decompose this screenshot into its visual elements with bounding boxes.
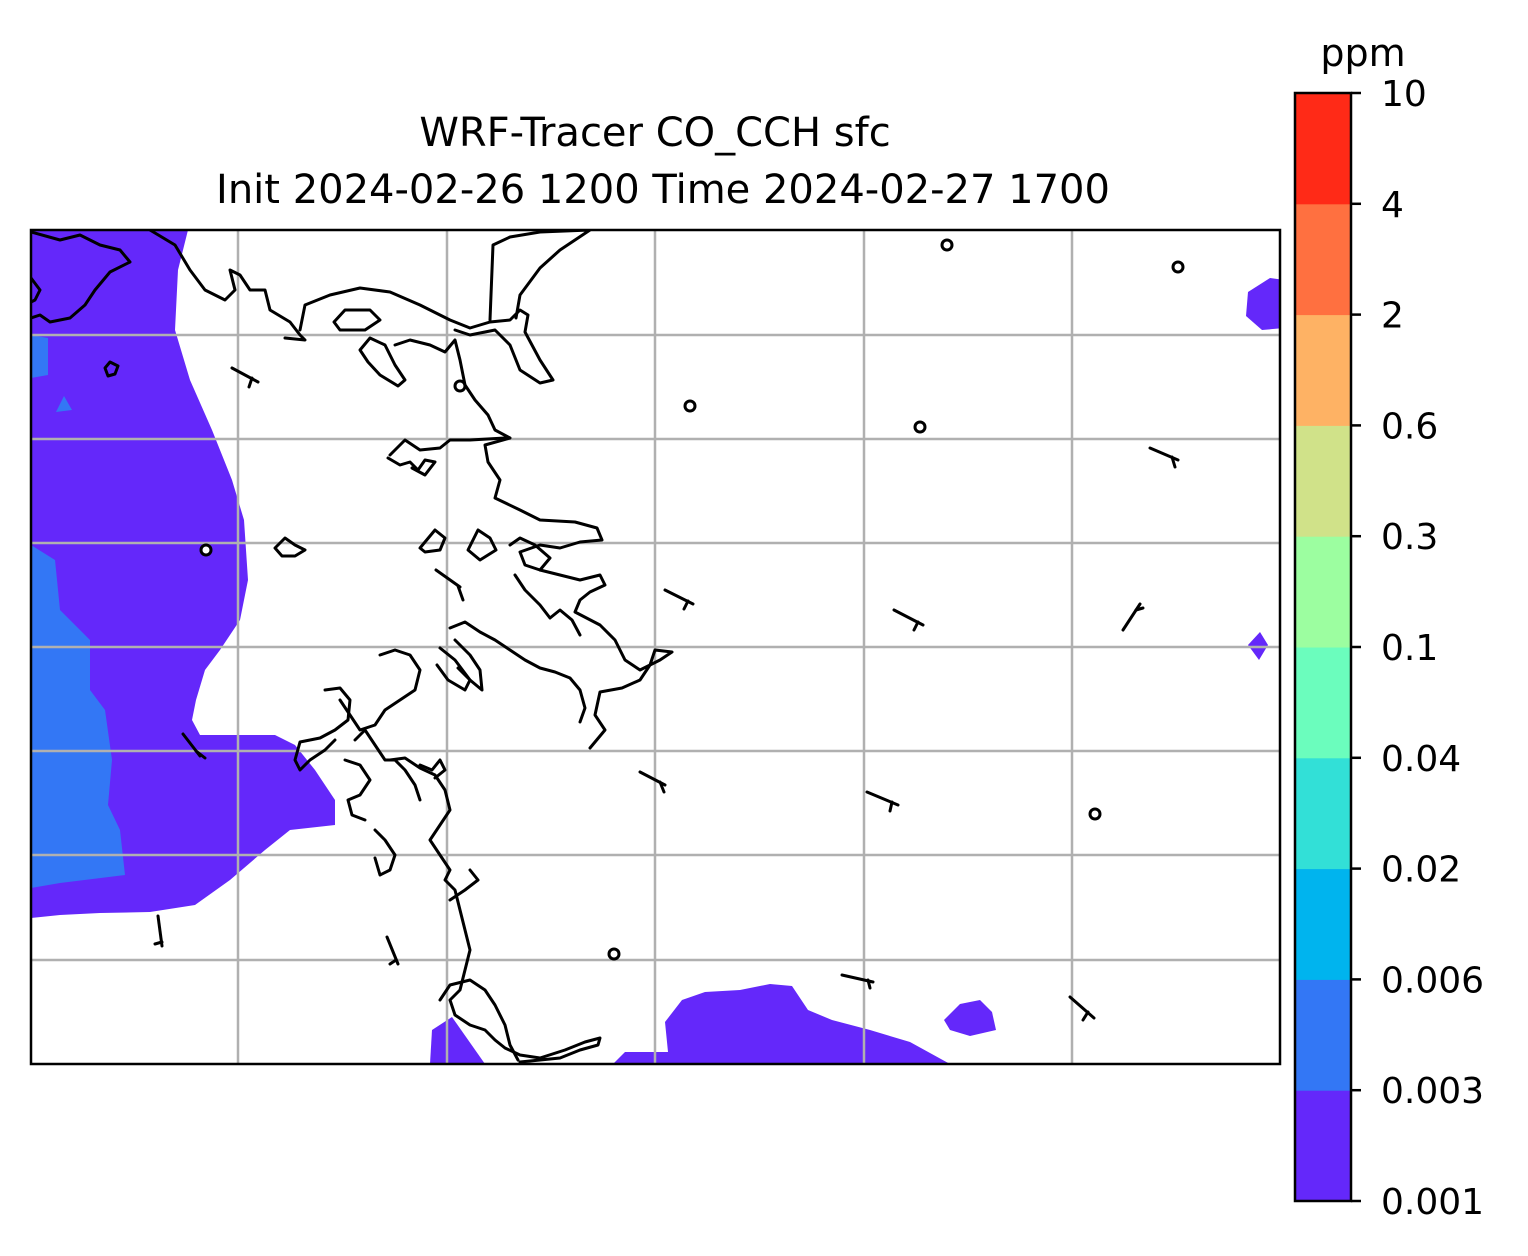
map-frame [29,228,1282,1066]
colorbar-segment [1295,536,1351,648]
colorbar-tick-label: 0.001 [1381,1182,1484,1223]
colorbar-segment [1295,647,1351,759]
coastlines [31,230,674,1064]
plume-south-west [430,1017,485,1064]
wind-barb [663,588,695,611]
calm-wind-marker [1088,807,1102,821]
map-title-line-2: Init 2024-02-26 1200 Time 2024-02-27 170… [216,167,1110,213]
colorbar-tick-label: 10 [1381,74,1427,115]
plume-south-east [944,1000,996,1036]
plume-speck-1 [56,396,72,412]
colorbar-tick-label: 0.1 [1381,628,1438,669]
colorbar-tick-label: 4 [1381,185,1404,226]
map-gridlines [31,230,1280,1064]
colorbar-segment [1295,1090,1351,1202]
calm-wind-marker [607,947,621,961]
wind-barb [230,366,260,389]
colorbar-tick-label: 0.02 [1381,850,1461,891]
colorbar-segment [1295,203,1351,316]
map-title-line-1: WRF-Tracer CO_CCH sfc [419,110,890,156]
colorbar: ppm 0.001 0.003 0.006 0.02 0.04 0.1 0.3 0.6 2 4 10 [1293,31,1484,1223]
wind-barb [840,973,875,990]
colorbar-tick-label: 0.003 [1381,1071,1484,1112]
calm-wind-marker [199,543,213,557]
wind-barb [892,608,925,632]
wind-barb [434,568,465,602]
colorbar-segments [1295,93,1351,1202]
colorbar-unit-label: ppm [1320,31,1405,75]
plume-south-main [613,984,950,1064]
wind-barb [865,790,900,813]
colorbar-ticks: 0.001 0.003 0.006 0.02 0.04 0.1 0.3 0.6 2 4 10 [1351,74,1484,1223]
colorbar-segment [1295,979,1351,1091]
colorbar-tick-label: 0.6 [1381,406,1438,447]
calm-wind-marker [683,399,697,413]
calm-wind-marker [913,420,927,434]
wind-barb [385,935,400,966]
wind-barb [638,770,667,794]
colorbar-segment [1295,425,1351,537]
calm-wind-marker [1171,260,1185,274]
colorbar-tick-label: 0.3 [1381,517,1438,558]
colorbar-tick-label: 0.04 [1381,739,1461,780]
colorbar-tick-label: 0.006 [1381,960,1484,1001]
wind-barb [181,732,207,760]
calm-wind-marker [453,379,467,393]
wind-barb [153,914,164,948]
wind-barbs [153,238,1185,1022]
colorbar-segment [1295,868,1351,980]
colorbar-tick-label: 2 [1381,296,1404,337]
wind-barb [1148,446,1180,469]
colorbar-segment [1295,93,1351,205]
plume-east-top [1246,278,1280,330]
map-panel [29,228,1282,1066]
calm-wind-marker [940,238,954,252]
wind-barb [1068,995,1096,1022]
colorbar-segment [1295,314,1351,426]
colorbar-frame [1293,91,1353,1203]
wind-barb [1121,602,1145,632]
colorbar-segment [1295,757,1351,870]
